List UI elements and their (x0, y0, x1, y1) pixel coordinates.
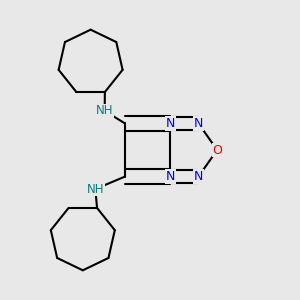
Text: N: N (194, 170, 203, 183)
Text: NH: NH (87, 183, 104, 196)
Text: N: N (194, 117, 203, 130)
Text: O: O (212, 143, 222, 157)
Text: N: N (166, 170, 175, 183)
Text: NH: NH (96, 104, 113, 117)
Text: N: N (166, 117, 175, 130)
